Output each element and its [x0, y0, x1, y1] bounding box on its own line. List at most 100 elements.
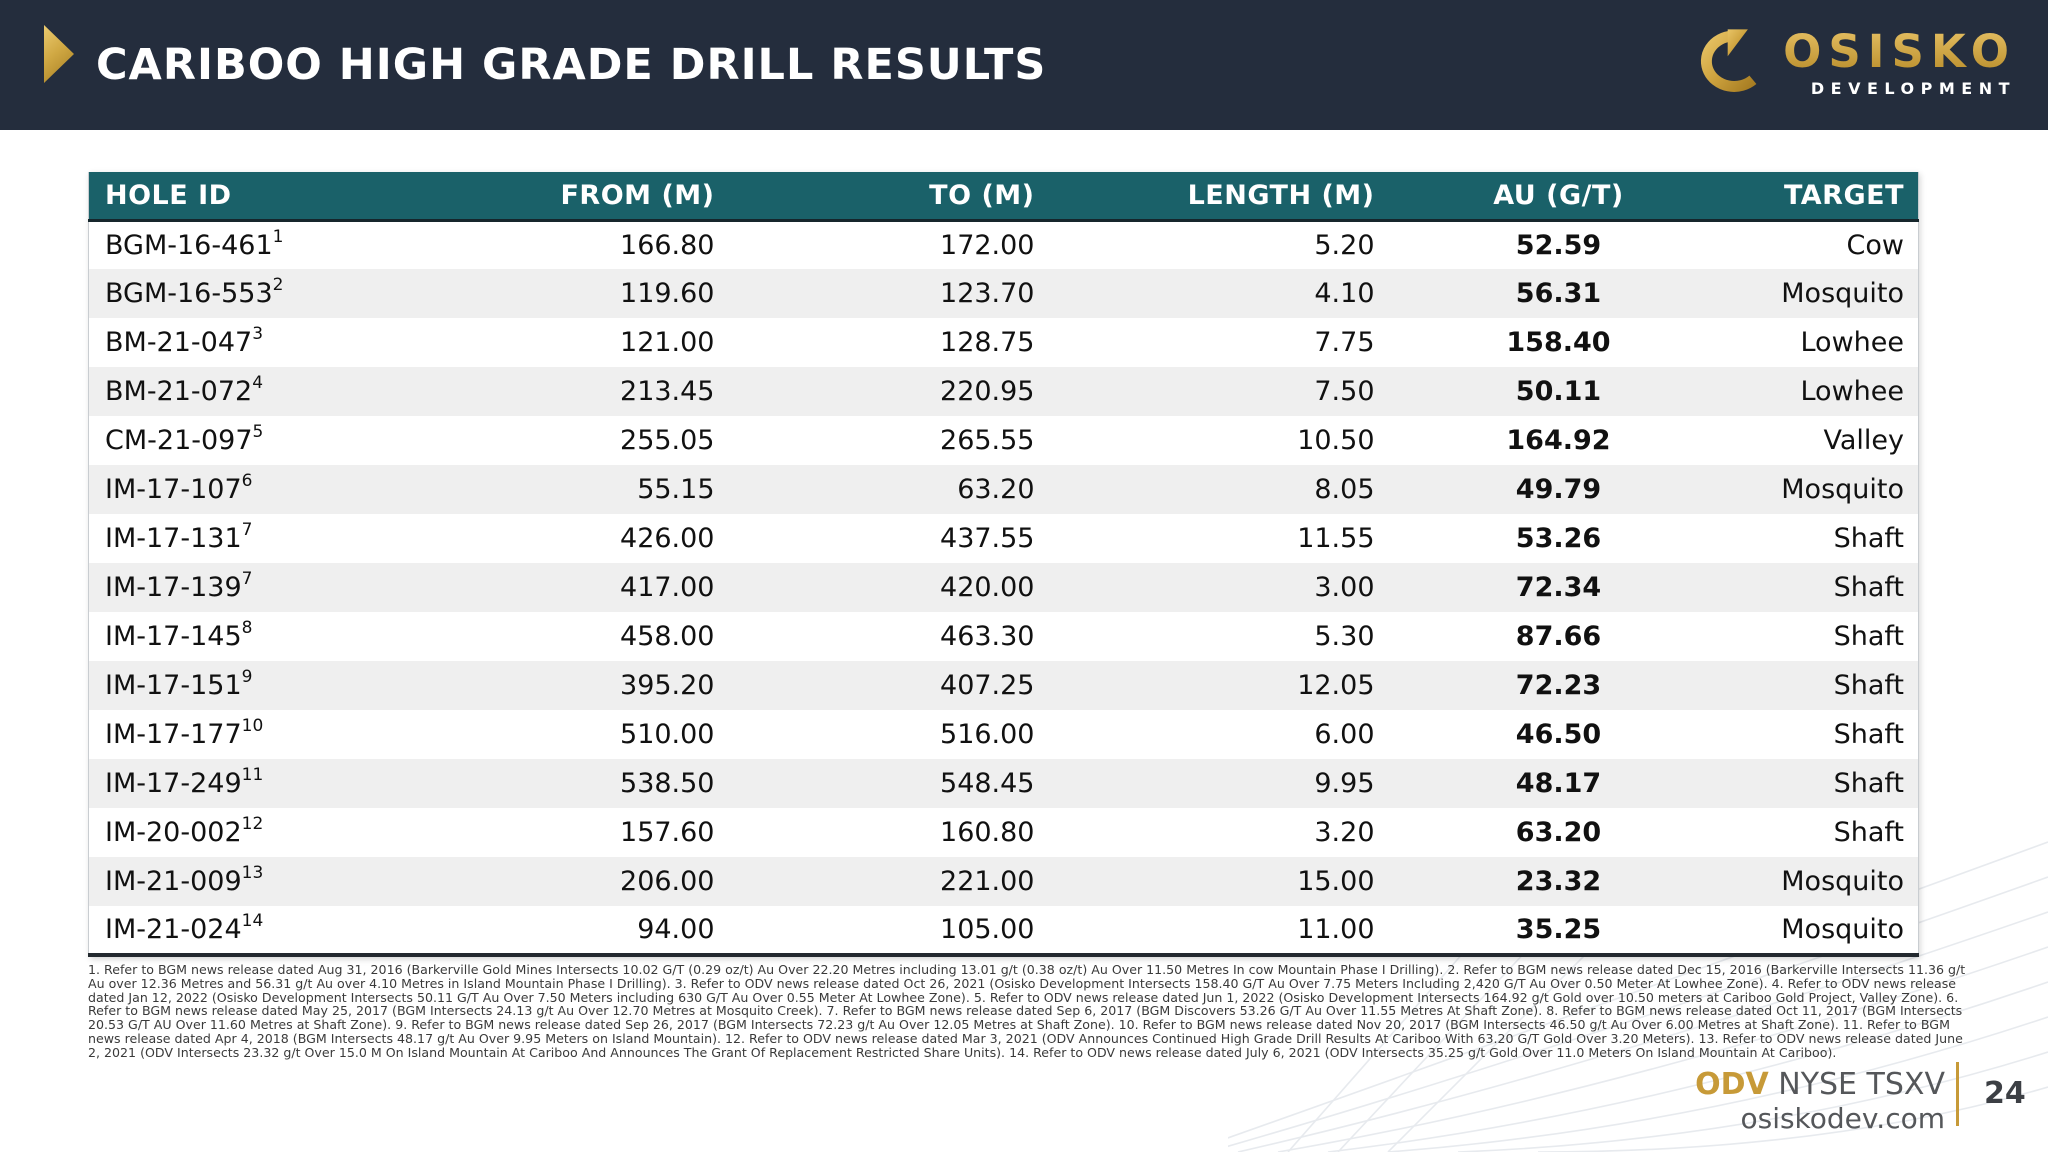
cell-length: 10.50	[1048, 416, 1389, 465]
cell-au-grade: 164.92	[1388, 416, 1729, 465]
footnote-reference: 1	[272, 226, 284, 247]
column-header-to-m: TO (M)	[728, 172, 1049, 222]
cell-hole-id: IM-17-1317	[88, 514, 429, 563]
cell-target: Shaft	[1728, 563, 1919, 612]
cell-length: 15.00	[1048, 857, 1389, 906]
cell-from: 458.00	[428, 612, 729, 661]
gold-arrow-icon	[44, 25, 74, 83]
cell-to: 105.00	[728, 906, 1049, 955]
drill-results-table-container: HOLE ID FROM (M) TO (M) LENGTH (M) AU (G/T) T…	[88, 172, 1919, 957]
cell-target: Shaft	[1728, 759, 1919, 808]
cell-from: 166.80	[428, 220, 729, 269]
footnote-reference: 7	[241, 520, 253, 540]
cell-from: 395.20	[428, 661, 729, 710]
column-header-length-m: LENGTH (M)	[1048, 172, 1389, 222]
cell-from: 510.00	[428, 710, 729, 759]
cell-to: 220.95	[728, 367, 1049, 416]
cell-length: 3.20	[1048, 808, 1389, 857]
cell-hole-id: BGM-16-4611	[88, 220, 429, 269]
table-row: BGM-16-4611 166.80 172.00 5.20 52.59 Cow	[88, 220, 1919, 269]
cell-hole-id: BGM-16-5532	[88, 269, 429, 318]
footnote-reference: 6	[241, 471, 253, 491]
cell-target: Shaft	[1728, 808, 1919, 857]
table-row: IM-17-1076 55.15 63.20 8.05 49.79 Mosquito	[88, 465, 1919, 514]
cell-to: 128.75	[728, 318, 1049, 367]
cell-au-grade: 35.25	[1388, 906, 1729, 955]
table-row: IM-17-24911 538.50 548.45 9.95 48.17 Shaft	[88, 759, 1919, 808]
table-row: BGM-16-5532 119.60 123.70 4.10 56.31 Mosquito	[88, 269, 1919, 318]
cell-target: Shaft	[1728, 710, 1919, 759]
cell-hole-id: IM-17-17710	[88, 710, 429, 759]
column-header-target: TARGET	[1728, 172, 1919, 222]
cell-from: 55.15	[428, 465, 729, 514]
cell-au-grade: 72.23	[1388, 661, 1729, 710]
cell-target: Mosquito	[1728, 857, 1919, 906]
footnote-reference: 10	[241, 716, 264, 736]
footnote-reference: 5	[252, 422, 264, 442]
cell-from: 213.45	[428, 367, 729, 416]
page-title: CARIBOO HIGH GRADE DRILL RESULTS	[96, 40, 1047, 90]
cell-target: Lowhee	[1728, 318, 1919, 367]
cell-length: 11.00	[1048, 906, 1389, 955]
footnote-reference: 7	[241, 569, 253, 589]
cell-au-grade: 87.66	[1388, 612, 1729, 661]
logo-subtitle: DEVELOPMENT	[1810, 78, 2016, 98]
footnote-reference: 11	[241, 765, 264, 785]
osisko-logo-icon	[1701, 29, 1757, 92]
cell-to: 63.20	[728, 465, 1049, 514]
cell-target: Lowhee	[1728, 367, 1919, 416]
table-row: IM-21-02414 94.00 105.00 11.00 35.25 Mosquito	[88, 906, 1919, 955]
cell-au-grade: 50.11	[1388, 367, 1729, 416]
cell-from: 426.00	[428, 514, 729, 563]
cell-au-grade: 52.59	[1388, 220, 1729, 269]
table-row: IM-20-00212 157.60 160.80 3.20 63.20 Shaft	[88, 808, 1919, 857]
cell-from: 119.60	[428, 269, 729, 318]
logo-wordmark: OSISKO	[1783, 24, 2016, 78]
cell-from: 157.60	[428, 808, 729, 857]
cell-to: 548.45	[728, 759, 1049, 808]
cell-target: Shaft	[1728, 514, 1919, 563]
cell-target: Shaft	[1728, 612, 1919, 661]
cell-length: 3.00	[1048, 563, 1389, 612]
cell-au-grade: 56.31	[1388, 269, 1729, 318]
footer-info: ODV NYSE TSXV osiskodev.com	[1695, 1068, 1945, 1135]
table-row: BM-21-0473 121.00 128.75 7.75 158.40 Lowhee	[88, 318, 1919, 367]
cell-hole-id: IM-21-00913	[88, 857, 429, 906]
cell-length: 11.55	[1048, 514, 1389, 563]
cell-length: 7.50	[1048, 367, 1389, 416]
cell-hole-id: IM-17-24911	[88, 759, 429, 808]
website-url: osiskodev.com	[1740, 1102, 1945, 1135]
cell-length: 8.05	[1048, 465, 1389, 514]
cell-length: 12.05	[1048, 661, 1389, 710]
cell-hole-id: IM-17-1397	[88, 563, 429, 612]
osisko-logo: OSISKO DEVELOPMENT	[1683, 26, 2016, 100]
cell-target: Shaft	[1728, 661, 1919, 710]
cell-from: 121.00	[428, 318, 729, 367]
footer-divider	[1956, 1062, 1959, 1126]
footnote-reference: 4	[252, 373, 264, 393]
cell-hole-id: CM-21-0975	[88, 416, 429, 465]
cell-hole-id: IM-20-00212	[88, 808, 429, 857]
logo-text: OSISKO DEVELOPMENT	[1783, 29, 2016, 98]
table-body: BGM-16-4611 166.80 172.00 5.20 52.59 Cow BGM-1…	[88, 220, 1919, 955]
table-header-row: HOLE ID FROM (M) TO (M) LENGTH (M) AU (G/T) T…	[88, 172, 1919, 222]
footnote-reference: 14	[241, 911, 264, 931]
cell-length: 6.00	[1048, 710, 1389, 759]
exchange-listing: NYSE TSXV	[1778, 1067, 1945, 1102]
cell-length: 5.30	[1048, 612, 1389, 661]
page-number: 24	[1984, 1076, 2026, 1111]
cell-to: 407.25	[728, 661, 1049, 710]
cell-au-grade: 158.40	[1388, 318, 1729, 367]
cell-au-grade: 72.34	[1388, 563, 1729, 612]
table-row: IM-17-1397 417.00 420.00 3.00 72.34 Shaft	[88, 563, 1919, 612]
cell-length: 5.20	[1048, 220, 1389, 269]
cell-target: Mosquito	[1728, 269, 1919, 318]
table-row: BM-21-0724 213.45 220.95 7.50 50.11 Lowhee	[88, 367, 1919, 416]
drill-results-table: HOLE ID FROM (M) TO (M) LENGTH (M) AU (G/T) T…	[88, 172, 1919, 957]
cell-from: 255.05	[428, 416, 729, 465]
cell-to: 420.00	[728, 563, 1049, 612]
footnote-reference: 3	[252, 324, 264, 344]
cell-length: 4.10	[1048, 269, 1389, 318]
cell-hole-id: BM-21-0473	[88, 318, 429, 367]
